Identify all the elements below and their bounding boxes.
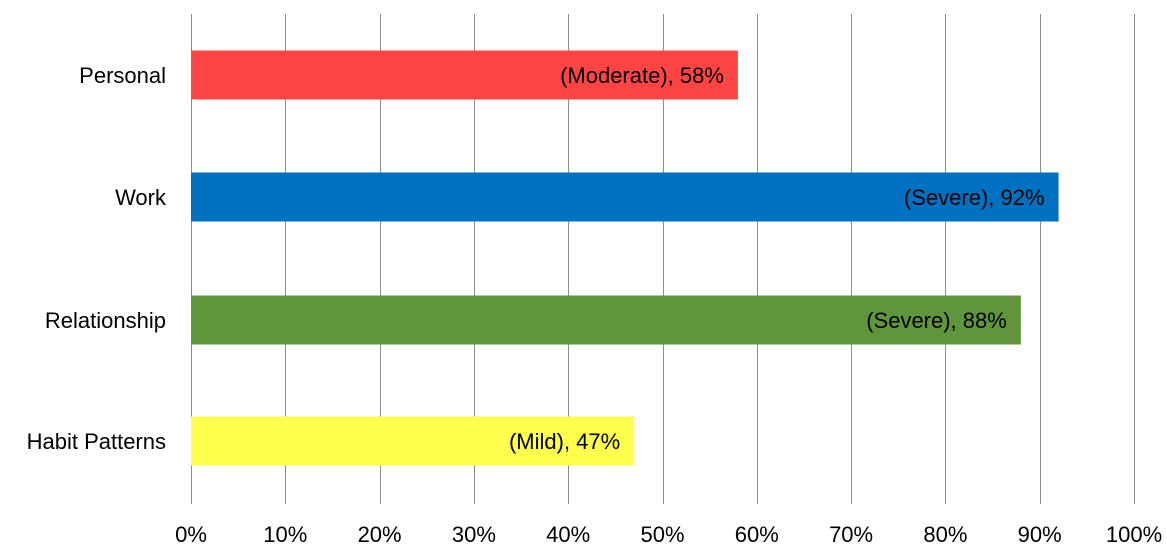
x-tick-label: 70%: [829, 522, 873, 547]
bar-relationship: [191, 295, 1021, 345]
x-tick-label: 100%: [1106, 522, 1162, 547]
data-labels: (Moderate), 58% (Severe), 92% (Severe), 88…: [509, 63, 1045, 454]
bar-work: [191, 172, 1059, 222]
data-label: (Mild), 47%: [509, 429, 620, 454]
x-tick-label: 30%: [452, 522, 496, 547]
bar-habit-patterns: [191, 416, 635, 466]
x-tick-label: 10%: [263, 522, 307, 547]
category-label: Habit Patterns: [27, 429, 166, 454]
x-tick-label: 90%: [1018, 522, 1062, 547]
x-tick-label: 0%: [175, 522, 207, 547]
bars: [191, 50, 1059, 466]
x-tick-label: 60%: [735, 522, 779, 547]
category-label: Personal: [79, 63, 166, 88]
data-label: (Moderate), 58%: [560, 63, 724, 88]
category-label: Relationship: [45, 308, 166, 333]
category-labels: Personal Work Relationship Habit Patterns: [27, 63, 167, 454]
data-label: (Severe), 88%: [866, 308, 1007, 333]
bar-personal: [191, 50, 738, 100]
x-axis-tick-labels: 0% 10% 20% 30% 40% 50% 60% 70% 80% 90% 100%: [175, 522, 1162, 547]
data-label: (Severe), 92%: [904, 185, 1045, 210]
x-tick-label: 20%: [358, 522, 402, 547]
category-label: Work: [115, 185, 167, 210]
x-tick-label: 50%: [640, 522, 684, 547]
x-tick-label: 80%: [923, 522, 967, 547]
x-tick-label: 40%: [546, 522, 590, 547]
